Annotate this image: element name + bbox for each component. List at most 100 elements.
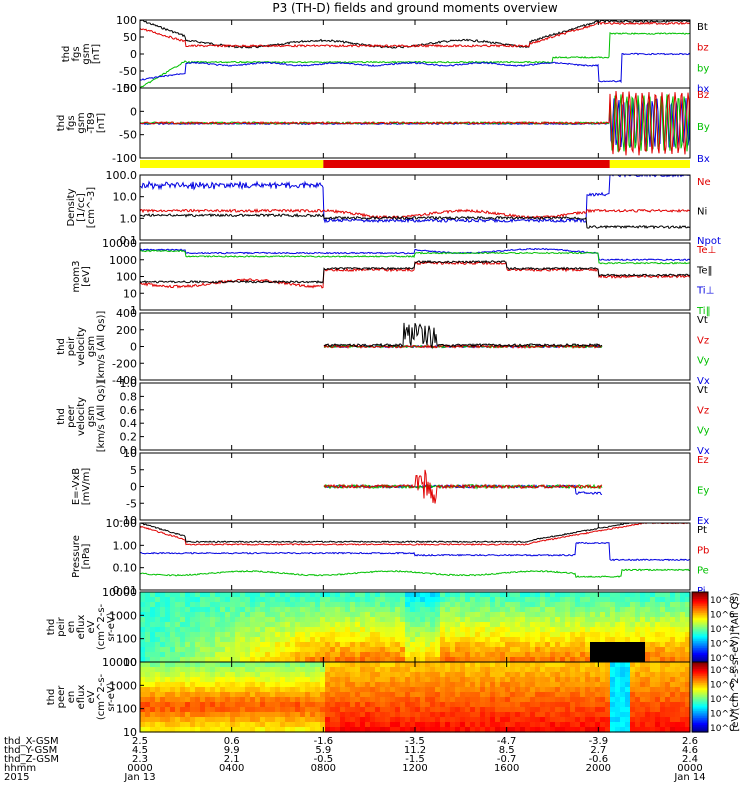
panel-density-ytick-0: 100.0: [106, 169, 138, 182]
panel-peer-spectrogram-cell: [150, 687, 156, 693]
panel-peer-spectrogram-cell: [225, 677, 231, 683]
panel-peir-spectrogram-cell: [220, 592, 226, 598]
panel-peer-spectrogram-cell: [530, 712, 536, 718]
panel-peir-spectrogram-cell: [400, 627, 406, 633]
panel-peer-spectrogram-cell: [620, 727, 626, 733]
panel-peir-spectrogram-cell: [595, 627, 601, 633]
panel-peir-spectrogram-cell: [295, 632, 301, 638]
panel-peir-spectrogram-cell: [525, 612, 531, 618]
panel-peer-spectrogram-cell: [385, 712, 391, 718]
panel-peir-spectrogram-cell: [425, 592, 431, 598]
panel-peir-spectrogram-cell: [230, 632, 236, 638]
panel-peir-spectrogram-cell: [235, 647, 241, 653]
panel-peer-spectrogram-cell: [240, 727, 246, 733]
panel-peir-spectrogram-cell: [405, 637, 411, 643]
panel-peer-spectrogram-cell: [680, 707, 686, 713]
panel-peir-spectrogram-cell: [215, 657, 221, 663]
panel-peer-spectrogram-cell: [145, 722, 151, 728]
panel-peir-spectrogram-cell: [440, 652, 446, 658]
panel-peir-spectrogram-cell: [590, 642, 596, 648]
panel-peir-spectrogram-cell: [600, 597, 606, 603]
colorbar-lower-swatch: [692, 672, 708, 675]
panel-peir-spectrogram-cell: [595, 612, 601, 618]
panel-peer-spectrogram-cell: [520, 722, 526, 728]
panel-peir-spectrogram-cell: [160, 607, 166, 613]
panel-peir-spectrogram-cell: [275, 627, 281, 633]
panel-peir-spectrogram-ytick-3: 10: [123, 656, 137, 669]
panel-peer-spectrogram-cell: [425, 707, 431, 713]
panel-peir-spectrogram-cell: [530, 622, 536, 628]
panel-peir-spectrogram-cell: [675, 647, 681, 653]
panel-peer-spectrogram-cell: [255, 697, 261, 703]
panel-peir-spectrogram-cell: [605, 612, 611, 618]
panel-peir-spectrogram-cell: [290, 632, 296, 638]
panel-peer-spectrogram-cell: [565, 672, 571, 678]
panel-peer-spectrogram-cell: [620, 722, 626, 728]
panel-peir-spectrogram-cell: [310, 657, 316, 663]
panel-peer-spectrogram-cell: [165, 702, 171, 708]
panel-peir-spectrogram-cell: [265, 627, 271, 633]
panel-peer-spectrogram-cell: [405, 727, 411, 733]
panel-peir-spectrogram-cell: [225, 592, 231, 598]
panel-peir-spectrogram-cell: [610, 637, 616, 643]
panel-pressure-ylabel-line-1: [nPa]: [81, 543, 92, 569]
panel-peer-spectrogram-cell: [415, 697, 421, 703]
panel-peer-spectrogram-cell: [420, 727, 426, 733]
panel-peir-spectrogram-cell: [390, 607, 396, 613]
panel-peer-spectrogram-cell: [445, 672, 451, 678]
panel-peir-spectrogram-cell: [570, 647, 576, 653]
panel-peer-spectrogram-cell: [685, 687, 691, 693]
panel-peer-spectrogram-cell: [495, 682, 501, 688]
panel-peir-spectrogram-cell: [355, 647, 361, 653]
panel-peer-spectrogram-cell: [435, 692, 441, 698]
panel-peir-spectrogram-cell: [165, 617, 171, 623]
panel-peir-spectrogram-cell: [295, 652, 301, 658]
panel-peer-spectrogram-cell: [605, 667, 611, 673]
panel-peer-spectrogram-cell: [145, 712, 151, 718]
panel-peir-spectrogram-cell: [435, 657, 441, 663]
panel-peer-spectrogram-cell: [570, 707, 576, 713]
panel-peer-spectrogram-cell: [540, 677, 546, 683]
panel-peir-spectrogram-cell: [590, 657, 596, 663]
panel-peir-spectrogram-cell: [180, 657, 186, 663]
colorbar-lower-swatch: [692, 677, 708, 681]
panel-peir-spectrogram-cell: [285, 597, 291, 603]
panel-peer-spectrogram-ylabel-line-4: eV: [86, 690, 97, 703]
panel-peir-spectrogram-cell: [580, 652, 586, 658]
panel-peir-spectrogram-cell: [290, 597, 296, 603]
panel-peir-spectrogram-cell: [355, 607, 361, 613]
panel-peer-spectrogram-cell: [210, 682, 216, 688]
panel-peir-spectrogram-cell: [410, 617, 416, 623]
panel-peer-spectrogram-cell: [395, 727, 401, 733]
panel-peir-spectrogram-cell: [285, 602, 291, 608]
colorbar-lower-swatch: [692, 700, 708, 703]
panel-peer-spectrogram-cell: [405, 662, 411, 668]
panel-fgs-gsm-ytick-1: 50: [123, 31, 137, 44]
panel-peer-spectrogram-cell: [640, 697, 646, 703]
panel-peir-spectrogram-cell: [470, 617, 476, 623]
panel-peir-spectrogram-cell: [620, 592, 626, 598]
colorbar-lower-swatch: [692, 725, 708, 728]
panel-peir-spectrogram-cell: [475, 592, 481, 598]
panel-peir-spectrogram-cell: [670, 597, 676, 603]
panel-peir-spectrogram-cell: [260, 622, 266, 628]
panel-peir-spectrogram-cell: [200, 592, 206, 598]
panel-peer-spectrogram-cell: [455, 687, 461, 693]
panel-peir-spectrogram-cell: [500, 642, 506, 648]
panel-peir-spectrogram-cell: [360, 637, 366, 643]
panel-peer-spectrogram-cell: [630, 687, 636, 693]
panel-peir-spectrogram-cell: [650, 657, 656, 663]
panel-peir-spectrogram-cell: [360, 607, 366, 613]
panel-peir-spectrogram-cell: [495, 632, 501, 638]
panel-peir-spectrogram-cell: [330, 617, 336, 623]
panel-peir-spectrogram-cell: [240, 652, 246, 658]
panel-peir-spectrogram-cell: [570, 597, 576, 603]
colorbar-lower-swatch: [692, 723, 708, 726]
panel-peir-spectrogram-cell: [195, 592, 201, 598]
panel-peer-spectrogram-cell: [290, 707, 296, 713]
panel-peer-spectrogram-cell: [150, 722, 156, 728]
panel-peir-spectrogram-cell: [565, 637, 571, 643]
panel-peir-spectrogram-cell: [355, 632, 361, 638]
panel-peir-spectrogram-cell: [680, 657, 686, 663]
panel-peir-spectrogram-cell: [680, 632, 686, 638]
